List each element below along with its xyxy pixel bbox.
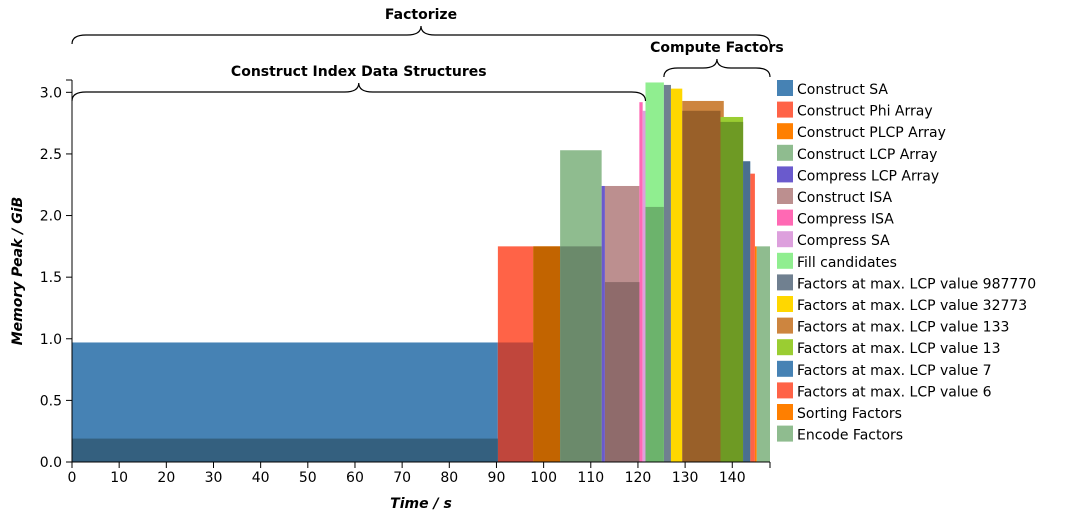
- legend-label-1: Construct Phi Array: [797, 104, 933, 120]
- legend: Construct SA Construct Phi Array Construct…: [777, 80, 1036, 444]
- legend-swatch-3: [777, 144, 793, 161]
- legend-label-7: Compress SA: [797, 233, 890, 249]
- brace-1: [71, 82, 647, 102]
- underlay-bar-8: [72, 438, 498, 462]
- legend-swatch-6: [777, 209, 793, 226]
- x-tick-label-11: 110: [577, 470, 604, 486]
- underlay-bar-0: [497, 342, 534, 462]
- y-axis-title: Memory Peak / GiB: [10, 197, 26, 346]
- underlay-bar-6: [720, 121, 744, 462]
- legend-label-14: Factors at max. LCP value 6: [797, 384, 992, 400]
- legend-label-11: Factors at max. LCP value 133: [797, 320, 1009, 336]
- underlay-bar-2: [560, 246, 602, 462]
- x-ticks: 0 10 20 30 40 50 60 70 80 90 100 110 120 130 140: [68, 462, 771, 486]
- bar-9-0: [663, 84, 671, 463]
- legend-swatch-14: [777, 382, 793, 399]
- legend-swatch-5: [777, 188, 793, 204]
- legend-label-9: Factors at max. LCP value 987770: [797, 276, 1036, 292]
- y-tick-label-1: 0.5: [40, 393, 62, 409]
- legend-swatch-4: [777, 166, 793, 183]
- bar-15-0: [754, 246, 757, 462]
- y-tick-label-4: 2.0: [40, 209, 62, 225]
- legend-swatch-7: [777, 231, 793, 248]
- y-tick-label-3: 1.5: [40, 270, 62, 286]
- x-tick-label-9: 90: [488, 470, 506, 486]
- legend-label-15: Sorting Factors: [797, 406, 902, 422]
- legend-label-16: Encode Factors: [797, 428, 903, 444]
- x-tick-label-13: 130: [672, 470, 699, 486]
- y-tick-label-0: 0.0: [40, 455, 62, 471]
- legend-swatch-11: [777, 317, 793, 334]
- plot-bars: [72, 82, 770, 463]
- legend-label-10: Factors at max. LCP value 32773: [797, 298, 1027, 314]
- legend-swatch-0: [777, 80, 793, 96]
- legend-label-0: Construct SA: [797, 82, 888, 98]
- x-tick-label-6: 60: [346, 470, 364, 486]
- x-tick-label-8: 80: [440, 470, 458, 486]
- legend-swatch-1: [777, 101, 793, 118]
- legend-swatch-2: [777, 123, 793, 140]
- bar-10-0: [670, 88, 683, 463]
- underlay-bar-5: [682, 110, 721, 462]
- legend-swatch-8: [777, 252, 793, 269]
- brace-label-1: Construct Index Data Structures: [231, 64, 487, 80]
- underlay-bar-7: [743, 161, 751, 462]
- y-ticks: 0.0 0.5 1.0 1.5 2.0 2.5 3.0: [40, 79, 72, 471]
- underlay-bar-1: [533, 246, 561, 462]
- legend-label-13: Factors at max. LCP value 7: [797, 363, 992, 379]
- brace-2: [663, 58, 771, 78]
- brace-label-0: Factorize: [385, 7, 457, 23]
- x-tick-label-0: 0: [68, 470, 77, 486]
- legend-swatch-10: [777, 296, 793, 312]
- x-tick-label-12: 120: [625, 470, 652, 486]
- y-tick-label-5: 2.5: [40, 147, 62, 163]
- underlay-bar-4: [645, 206, 664, 462]
- y-tick-label-6: 3.0: [40, 85, 62, 101]
- legend-label-6: Compress ISA: [797, 212, 894, 228]
- x-tick-label-3: 30: [205, 470, 223, 486]
- legend-label-4: Compress LCP Array: [797, 168, 939, 184]
- legend-swatch-16: [777, 425, 793, 442]
- x-tick-label-14: 140: [719, 470, 746, 486]
- x-tick-label-10: 100: [530, 470, 557, 486]
- x-tick-label-4: 40: [252, 470, 270, 486]
- x-axis-title: Time / s: [390, 496, 452, 512]
- x-tick-label-7: 70: [393, 470, 411, 486]
- x-tick-label-1: 10: [110, 470, 128, 486]
- legend-swatch-12: [777, 339, 793, 356]
- legend-label-8: Fill candidates: [797, 255, 897, 271]
- axes: 0 10 20 30 40 50 60 70 80 90 100 110 120 130 140 0.00.…: [40, 79, 771, 486]
- legend-label-5: Construct ISA: [797, 190, 893, 206]
- legend-label-2: Construct PLCP Array: [797, 125, 946, 141]
- y-tick-label-2: 1.0: [40, 332, 62, 348]
- bar-7-0: [642, 110, 646, 462]
- legend-label-12: Factors at max. LCP value 13: [797, 341, 1001, 357]
- x-tick-label-2: 20: [157, 470, 175, 486]
- brace-label-2: Compute Factors: [650, 40, 784, 56]
- brace-annotations: Factorize Construct Index Data Structures…: [71, 7, 784, 102]
- legend-swatch-9: [777, 274, 793, 291]
- bar-6-0: [639, 102, 643, 462]
- underlay-bar-3: [604, 282, 640, 462]
- legend-swatch-15: [777, 404, 793, 420]
- bar-14-0: [750, 173, 755, 462]
- bar-16-0: [756, 246, 770, 462]
- legend-swatch-13: [777, 360, 793, 377]
- legend-label-3: Construct LCP Array: [797, 147, 937, 163]
- bar-4-0: [601, 185, 605, 463]
- brace-0: [71, 25, 771, 45]
- x-tick-label-5: 50: [299, 470, 317, 486]
